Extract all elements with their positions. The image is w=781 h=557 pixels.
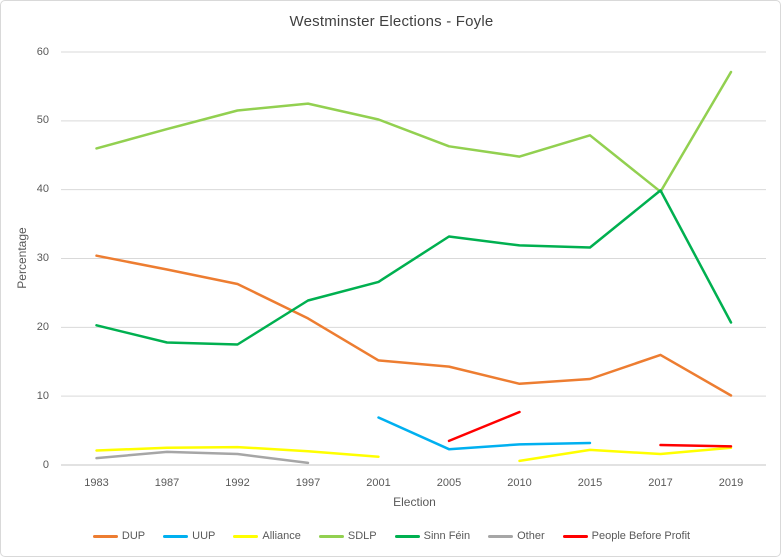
series-line-other bbox=[95, 450, 310, 465]
legend-swatch-sdlp bbox=[318, 534, 344, 538]
legend-label-sdlp: SDLP bbox=[347, 530, 377, 542]
series-line-dup bbox=[95, 254, 733, 397]
x-tick-label-2010: 2010 bbox=[507, 477, 532, 489]
legend-label-sinn-f-in: Sinn Féin bbox=[423, 530, 471, 542]
legend-swatch-uup bbox=[163, 534, 189, 538]
chart-title: Westminster Elections - Foyle bbox=[289, 13, 494, 30]
legend-label-people-before-profit: People Before Profit bbox=[591, 530, 691, 542]
legend-swatch-alliance bbox=[233, 534, 259, 538]
legend-item-dup: DUP bbox=[92, 530, 146, 542]
series-line-alliance bbox=[95, 445, 380, 458]
legend-item-alliance: Alliance bbox=[233, 530, 301, 542]
legend-item-sinn-f-in: Sinn Féin bbox=[394, 530, 471, 542]
y-tick-label-40: 40 bbox=[36, 183, 49, 196]
x-tick-label-1983: 1983 bbox=[84, 477, 109, 489]
legend-label-other: Other bbox=[517, 530, 545, 542]
y-tick-label-10: 10 bbox=[36, 389, 49, 402]
x-tick-label-2017: 2017 bbox=[648, 477, 673, 489]
y-tick-label-30: 30 bbox=[36, 252, 49, 264]
x-tick-label-2001: 2001 bbox=[366, 477, 391, 489]
series-line-uup bbox=[377, 416, 592, 451]
x-tick-label-1992: 1992 bbox=[225, 477, 250, 489]
legend-swatch-other bbox=[488, 534, 514, 538]
series-line-sdlp bbox=[95, 70, 733, 193]
legend-label-alliance: Alliance bbox=[262, 530, 301, 542]
x-tick-label-1987: 1987 bbox=[154, 477, 180, 489]
x-tick-label-2015: 2015 bbox=[577, 477, 603, 489]
x-axis-title: Election bbox=[393, 495, 436, 509]
legend-item-other: Other bbox=[488, 530, 545, 542]
y-tick-label-20: 20 bbox=[36, 320, 49, 333]
legend-swatch-people-before-profit bbox=[562, 534, 588, 538]
legend-item-people-before-profit: People Before Profit bbox=[562, 530, 691, 542]
series-line-sinn-f-in bbox=[95, 189, 733, 346]
x-tick-label-1997: 1997 bbox=[295, 477, 321, 489]
y-tick-label-60: 60 bbox=[36, 45, 49, 58]
legend-swatch-sinn-f-in bbox=[394, 534, 420, 538]
series-line-alliance bbox=[518, 446, 733, 463]
legend-label-uup: UUP bbox=[192, 530, 216, 542]
series-line-people-before-profit bbox=[659, 443, 733, 448]
y-tick-label-50: 50 bbox=[36, 114, 49, 127]
legend-label-dup: DUP bbox=[121, 530, 146, 542]
legend-item-sdlp: SDLP bbox=[318, 530, 377, 542]
legend-swatch-dup bbox=[92, 534, 118, 538]
series-line-people-before-profit bbox=[447, 410, 521, 443]
x-tick-label-2005: 2005 bbox=[436, 477, 462, 489]
x-tick-label-2019: 2019 bbox=[718, 477, 744, 489]
chart-legend: DUP UUP Alliance SDLP Sinn Féin Other People B… bbox=[1, 530, 780, 542]
legend-item-uup: UUP bbox=[163, 530, 215, 542]
y-tick-label-0: 0 bbox=[42, 458, 49, 471]
